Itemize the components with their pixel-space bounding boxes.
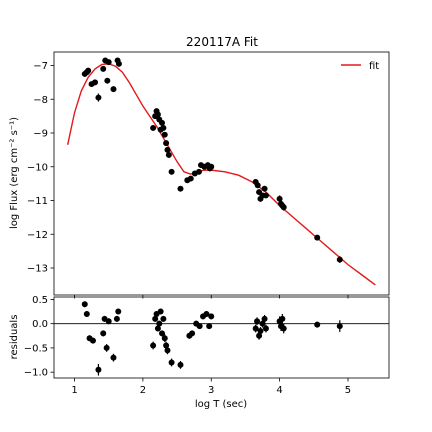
main-y-tick-label: −8 (33, 95, 48, 106)
data-point (160, 124, 167, 131)
data-point (208, 163, 215, 170)
main-y-tick-label: −11 (27, 196, 48, 207)
residual-point (83, 310, 90, 317)
data-point (195, 168, 202, 175)
residual-point (254, 318, 261, 325)
data-point (115, 60, 122, 67)
residual-point (110, 354, 117, 361)
residual-point (279, 315, 286, 322)
residual-x-tick-label: 3 (208, 385, 214, 396)
data-point (104, 77, 111, 84)
residual-point (161, 335, 168, 342)
residual-point (159, 330, 166, 337)
data-point (336, 256, 343, 263)
data-point (92, 79, 99, 86)
residual-point (150, 342, 157, 349)
residual-point (157, 308, 164, 315)
data-point (95, 94, 102, 101)
residual-point (164, 347, 171, 354)
data-point (276, 195, 283, 202)
main-y-tick-label: −12 (27, 230, 48, 241)
residual-point (189, 330, 196, 337)
data-point (161, 131, 168, 138)
residual-point (262, 325, 269, 332)
data-point (314, 234, 321, 241)
data-point (280, 204, 287, 211)
residual-point (115, 308, 122, 315)
data-point (150, 124, 157, 131)
residual-y-tick-label: 0.5 (32, 295, 48, 306)
residual-point (152, 315, 159, 322)
data-point (163, 140, 170, 147)
data-point (177, 185, 184, 192)
main-y-tick-label: −9 (33, 129, 48, 140)
residual-point (314, 321, 321, 328)
data-point (262, 192, 269, 199)
residual-point (89, 337, 96, 344)
residual-point (336, 323, 343, 330)
residual-y-tick-label: −0.5 (24, 343, 48, 354)
main-y-tick-label: −7 (33, 61, 48, 72)
residual-y-tick-label: −1.0 (24, 368, 48, 379)
residual-x-tick-label: 1 (71, 385, 77, 396)
residual-point (203, 310, 210, 317)
data-point (165, 151, 172, 158)
residual-point (103, 344, 110, 351)
main-plot-frame (53, 51, 390, 296)
main-panel: −13 −12 −11 −10 −9 −8 −7 (27, 51, 390, 299)
residual-y-axis-label: residuals (9, 315, 20, 360)
data-point (187, 175, 194, 182)
main-y-axis-label: log Flux (erg cm⁻² s⁻¹) (9, 117, 20, 229)
data-point (261, 185, 268, 192)
residual-point (160, 315, 167, 322)
data-point (85, 67, 92, 74)
data-point (168, 168, 175, 175)
fit-line (66, 63, 376, 286)
chart-title: 220117A Fit (186, 35, 258, 49)
residual-point (261, 315, 268, 322)
residual-point (156, 320, 163, 327)
residual-point (252, 325, 259, 332)
residual-point (168, 359, 175, 366)
residual-panel: −1.0 −0.5 0.0 0.5 1 2 3 4 5 (24, 295, 390, 396)
data-point (164, 146, 171, 153)
main-y-tick-label: −13 (27, 264, 48, 275)
residual-point (196, 323, 203, 330)
data-point (159, 119, 166, 126)
residual-point (177, 361, 184, 368)
residual-point (113, 315, 120, 322)
residual-point (105, 318, 112, 325)
residual-y-tick-label: 0.0 (32, 319, 48, 330)
legend-fit-label: fit (369, 61, 379, 72)
residual-plot-frame (53, 296, 390, 379)
residual-point (257, 327, 264, 334)
legend: fit (341, 61, 379, 72)
residual-point (206, 323, 213, 330)
residual-x-tick-label: 4 (276, 385, 282, 396)
residual-point (81, 301, 88, 308)
data-point (110, 86, 117, 93)
residual-point (95, 366, 102, 373)
x-axis-label: log T (sec) (195, 399, 247, 410)
residual-point (208, 313, 215, 320)
residual-x-tick-label: 5 (345, 385, 351, 396)
residual-x-tick-label: 2 (140, 385, 146, 396)
residual-point (154, 325, 161, 332)
data-point (100, 65, 107, 72)
data-point (105, 59, 112, 66)
residual-point (100, 330, 107, 337)
data-point (254, 182, 261, 189)
data-point (154, 111, 161, 118)
main-y-tick-label: −10 (27, 162, 48, 173)
residual-point (280, 325, 287, 332)
